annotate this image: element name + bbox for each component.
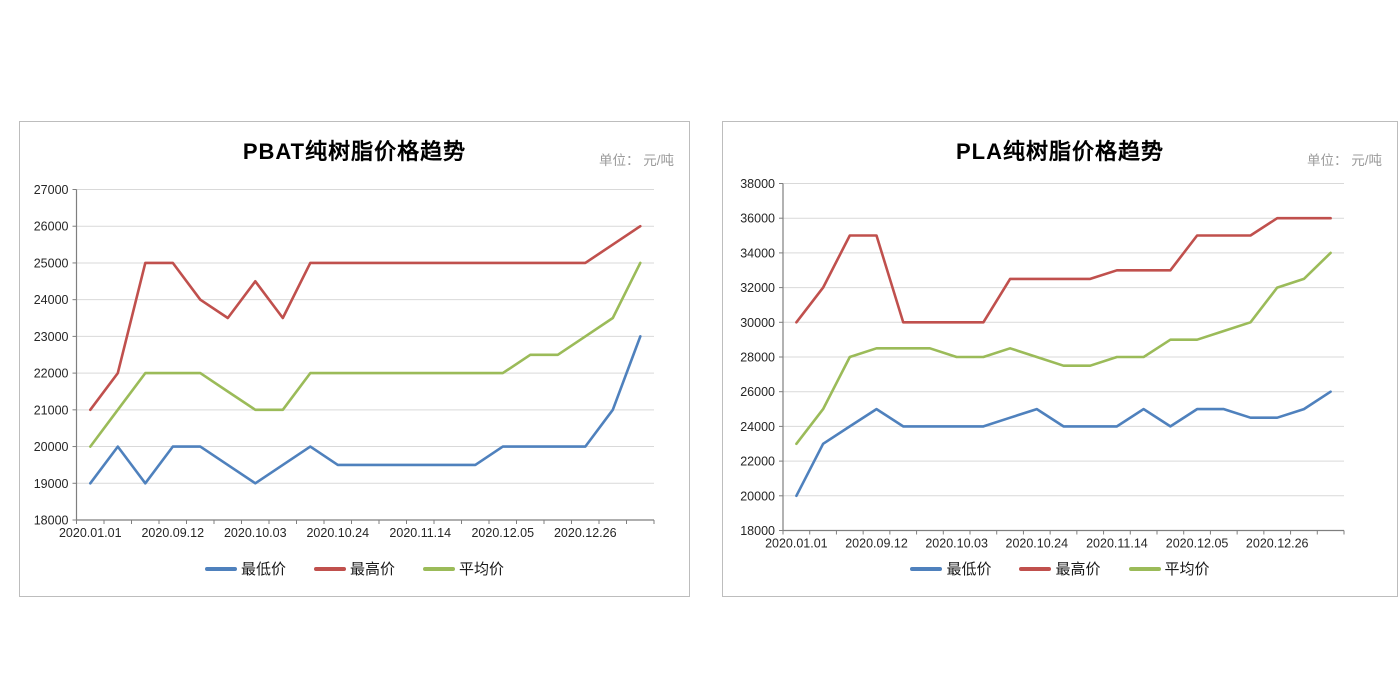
y-axis-label: 24000 <box>34 293 69 307</box>
chart-title-pbat: PBAT纯树脂价格趋势 <box>242 139 467 164</box>
unit-label-pla: 单位： 元/吨 <box>1306 153 1382 168</box>
legend-line-swatch <box>313 566 346 571</box>
chart-canvas-pbat: 27000 26000 25000 24000 23000 22000 21000 20000… <box>34 183 655 540</box>
y-axis-label: 20000 <box>740 489 775 503</box>
x-axis-label: 2020.12.26 <box>1246 537 1309 551</box>
x-axis-label: 2020.12.26 <box>554 526 617 540</box>
y-axis-label: 38000 <box>740 177 775 191</box>
series-line-1 <box>795 216 1332 324</box>
y-axis-label: 23000 <box>34 330 69 344</box>
y-axis-label: 20000 <box>34 440 69 454</box>
legend-item-1: 最高价 <box>1019 558 1101 579</box>
legend-label: 最高价 <box>1055 561 1101 578</box>
y-axis-label: 22000 <box>740 455 775 469</box>
legend-item-2: 平均价 <box>1128 558 1210 579</box>
x-axis-label: 2020.01.01 <box>59 526 122 540</box>
legend-line-swatch <box>423 566 455 571</box>
legend-label: 平均价 <box>459 561 505 578</box>
y-axis-label: 19000 <box>34 477 69 491</box>
series-line-2 <box>795 251 1332 446</box>
y-axis-label: 27000 <box>34 183 69 197</box>
x-axis-label: 2020.12.05 <box>1166 537 1229 551</box>
series-line-2 <box>89 261 642 448</box>
y-axis-label: 34000 <box>740 246 775 260</box>
x-axis-label: 2020.11.14 <box>1086 537 1148 551</box>
legend-line-swatch <box>910 566 943 571</box>
x-axis-label: 2020.10.03 <box>925 537 988 551</box>
legend-item-2: 平均价 <box>423 558 504 579</box>
series-line-0 <box>795 390 1332 498</box>
legend-line-swatch <box>204 566 237 571</box>
y-axis-label: 26000 <box>34 220 69 234</box>
y-axis-label: 25000 <box>34 256 69 270</box>
legend-item-0: 最低价 <box>204 558 286 579</box>
x-axis-label: 2020.01.01 <box>765 537 828 551</box>
y-axis-label: 32000 <box>740 281 775 295</box>
y-axis-label: 30000 <box>740 316 775 330</box>
y-axis-label: 22000 <box>34 367 69 381</box>
legend-pbat: 最低价 最高价 平均价 <box>20 558 689 579</box>
chart-panel-pla: PLA纯树脂价格趋势 单位： 元/吨 38000 36000 34000 32000 3… <box>722 121 1398 597</box>
legend-pla: 最低价 最高价 平均价 <box>723 558 1397 579</box>
legend-label: 平均价 <box>1164 561 1210 578</box>
x-axis-label: 2020.12.05 <box>471 526 534 540</box>
legend-item-0: 最低价 <box>910 558 991 579</box>
x-axis-label: 2020.10.24 <box>1006 537 1069 551</box>
x-axis-label: 2020.09.12 <box>845 537 908 551</box>
chart-panel-pbat: PBAT纯树脂价格趋势 单位： 元/吨 27000 26000 25000 24000… <box>19 121 690 597</box>
y-axis-label: 18000 <box>34 514 69 528</box>
y-axis-label: 36000 <box>740 212 775 226</box>
y-axis-label: 18000 <box>740 524 775 538</box>
series-line-0 <box>89 335 642 485</box>
legend-label: 最低价 <box>946 561 992 578</box>
y-axis-label: 21000 <box>34 403 69 417</box>
chart-canvas-pla: 38000 36000 34000 32000 30000 28000 26000 24000… <box>740 177 1345 551</box>
unit-label-pbat: 单位： 元/吨 <box>598 153 674 168</box>
y-axis-label: 28000 <box>740 351 775 365</box>
legend-item-1: 最高价 <box>313 558 395 579</box>
chart-title-pla: PLA纯树脂价格趋势 <box>955 139 1164 164</box>
series-line-1 <box>89 224 642 412</box>
x-axis-label: 2020.10.03 <box>224 526 287 540</box>
legend-label: 最高价 <box>349 561 395 578</box>
legend-line-swatch <box>1019 566 1052 571</box>
y-axis-label: 26000 <box>740 385 775 399</box>
x-axis-label: 2020.09.12 <box>141 526 204 540</box>
x-axis-label: 2020.10.24 <box>306 526 369 540</box>
x-axis-label: 2020.11.14 <box>389 526 451 540</box>
y-axis-label: 24000 <box>740 420 775 434</box>
legend-label: 最低价 <box>240 561 286 578</box>
legend-line-swatch <box>1128 566 1161 571</box>
